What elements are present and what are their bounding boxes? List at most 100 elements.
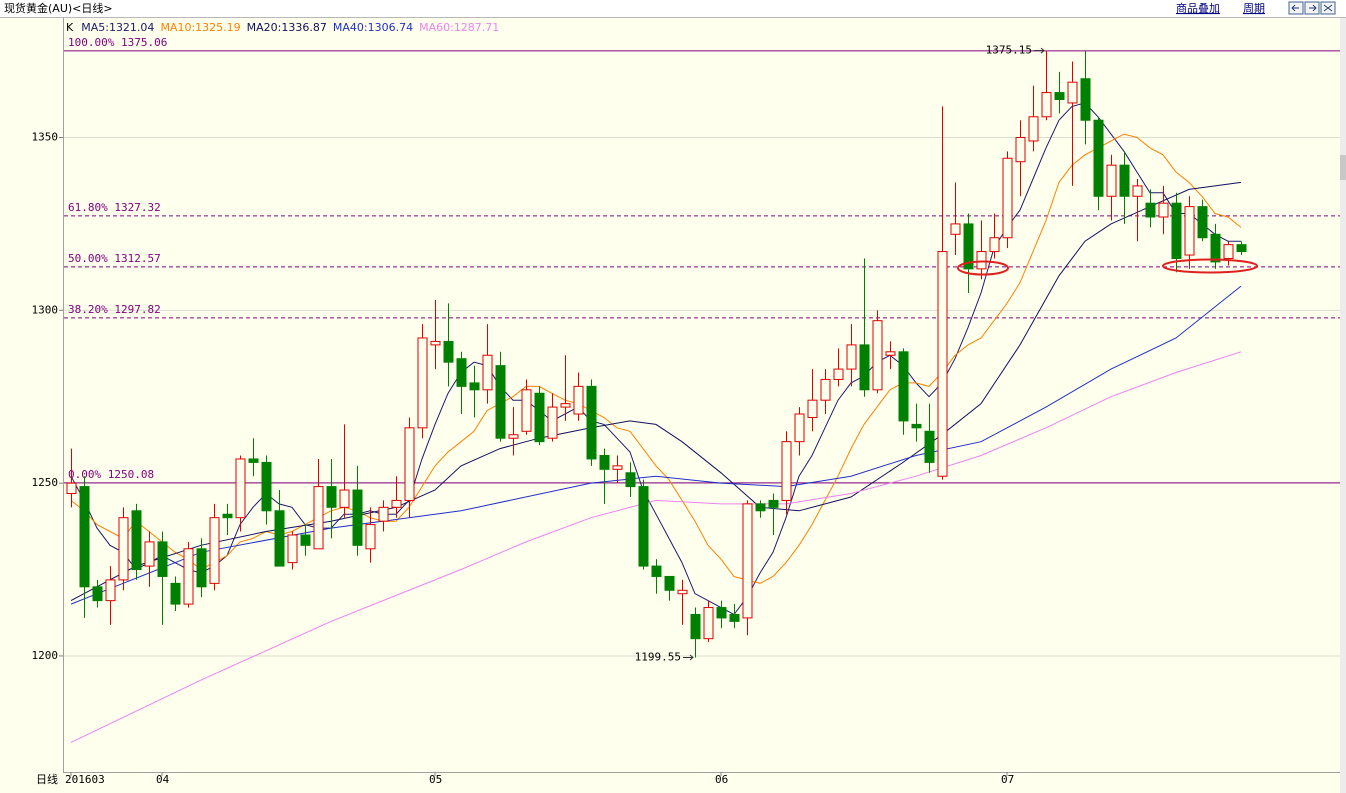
candle-body bbox=[911, 423, 922, 429]
candle-body bbox=[508, 434, 519, 439]
level-label: 100.00% 1375.06 bbox=[68, 36, 167, 49]
candle-body bbox=[924, 430, 935, 463]
candle-body bbox=[898, 351, 909, 422]
candle-body bbox=[339, 489, 350, 508]
legend-entry: MA60:1287.71 bbox=[419, 21, 499, 34]
nav-buttons bbox=[1288, 1, 1336, 15]
ma-line bbox=[70, 351, 1242, 743]
legend-entry: MA5:1321.04 bbox=[81, 21, 154, 34]
candle-body bbox=[638, 486, 649, 567]
candle-body bbox=[963, 223, 974, 270]
candle-body bbox=[274, 510, 285, 567]
candle-body bbox=[1041, 92, 1052, 118]
candle-body bbox=[118, 517, 129, 581]
candle-body bbox=[1145, 202, 1156, 218]
toolbar bbox=[0, 0, 1346, 17]
candle-body bbox=[794, 413, 805, 443]
candle-body bbox=[1132, 185, 1143, 197]
scroll-thumb[interactable] bbox=[1340, 155, 1346, 180]
candle-body bbox=[950, 223, 961, 235]
candle-body bbox=[1093, 119, 1104, 197]
candle-body bbox=[547, 406, 558, 439]
candle-body bbox=[820, 378, 831, 401]
candle-body bbox=[482, 354, 493, 391]
candle-body bbox=[742, 503, 753, 619]
candle-body bbox=[430, 340, 441, 346]
candle-body bbox=[196, 548, 207, 588]
candle-body bbox=[872, 320, 883, 391]
annotation-arrowhead bbox=[1040, 47, 1045, 54]
y-tick-label: 1250 bbox=[32, 476, 59, 489]
x-tick-label: 05 bbox=[429, 773, 442, 786]
candle-body bbox=[170, 582, 181, 605]
candle-body bbox=[248, 458, 259, 463]
nav-icon bbox=[1291, 4, 1299, 12]
candle-body bbox=[1067, 81, 1078, 104]
candle-body bbox=[1028, 116, 1039, 142]
annotation-arrowhead bbox=[689, 654, 694, 661]
candle-body bbox=[1119, 164, 1130, 197]
y-tick-label: 1350 bbox=[32, 131, 59, 144]
series-label: K bbox=[66, 21, 74, 34]
candle-body bbox=[664, 575, 675, 591]
y-tick-label: 1200 bbox=[32, 649, 59, 662]
annotation-label: 1375.15 bbox=[986, 44, 1032, 57]
period-label: 日线 bbox=[36, 772, 58, 786]
candle-body bbox=[833, 368, 844, 380]
candle-body bbox=[989, 237, 1000, 253]
candle-body bbox=[612, 465, 623, 470]
legend-entry: MA20:1336.87 bbox=[247, 21, 327, 34]
candle-body bbox=[287, 534, 298, 564]
candle-body bbox=[66, 482, 77, 495]
level-label: 0.00% 1250.08 bbox=[68, 468, 154, 481]
candle-body bbox=[677, 589, 688, 595]
x-tick-label: 06 bbox=[715, 773, 728, 786]
x-tick-label: 201603 bbox=[65, 773, 105, 786]
overlay-link[interactable]: 商品叠加 bbox=[1176, 1, 1220, 15]
y-tick-label: 1300 bbox=[32, 303, 59, 316]
candle-body bbox=[885, 351, 896, 356]
candle-body bbox=[1054, 92, 1065, 100]
nav-icon bbox=[1323, 4, 1333, 12]
candle-body bbox=[560, 403, 571, 408]
candle-body bbox=[1158, 202, 1169, 218]
candle-body bbox=[404, 427, 415, 501]
x-tick-label: 04 bbox=[156, 773, 170, 786]
candle-body bbox=[469, 382, 480, 391]
candle-body bbox=[1080, 78, 1091, 121]
candle-body bbox=[352, 489, 363, 546]
candle-body bbox=[391, 499, 402, 508]
candle-body bbox=[1002, 157, 1013, 239]
candle-body bbox=[534, 392, 545, 443]
legend-entry: MA40:1306.74 bbox=[333, 21, 413, 34]
candle-body bbox=[859, 344, 870, 391]
candle-body bbox=[573, 385, 584, 415]
candle-body bbox=[690, 613, 701, 640]
period-link[interactable]: 周期 bbox=[1243, 2, 1265, 15]
candle-body bbox=[1197, 206, 1208, 239]
candle-body bbox=[144, 541, 155, 567]
candle-body bbox=[92, 586, 103, 602]
candle-body bbox=[755, 503, 766, 512]
candle-body bbox=[729, 613, 740, 622]
candle-body bbox=[1015, 137, 1026, 163]
candle-body bbox=[703, 607, 714, 640]
candle-body bbox=[222, 513, 233, 519]
candle-body bbox=[313, 486, 324, 550]
candle-body bbox=[1236, 244, 1247, 253]
candle-body bbox=[937, 251, 948, 477]
candle-body bbox=[976, 251, 987, 270]
candle-body bbox=[378, 506, 389, 522]
candle-body bbox=[235, 458, 246, 519]
candle-body bbox=[716, 607, 727, 619]
nav-icon bbox=[1309, 4, 1317, 12]
candle-body bbox=[768, 499, 779, 508]
x-tick-label: 07 bbox=[1001, 773, 1014, 786]
candle-body bbox=[300, 534, 311, 546]
toolbar-title: 现货黄金(AU)<日线> bbox=[4, 1, 113, 15]
legend-entry: MA10:1325.19 bbox=[160, 21, 240, 34]
level-label: 50.00% 1312.57 bbox=[68, 252, 161, 265]
candle-body bbox=[417, 337, 428, 429]
